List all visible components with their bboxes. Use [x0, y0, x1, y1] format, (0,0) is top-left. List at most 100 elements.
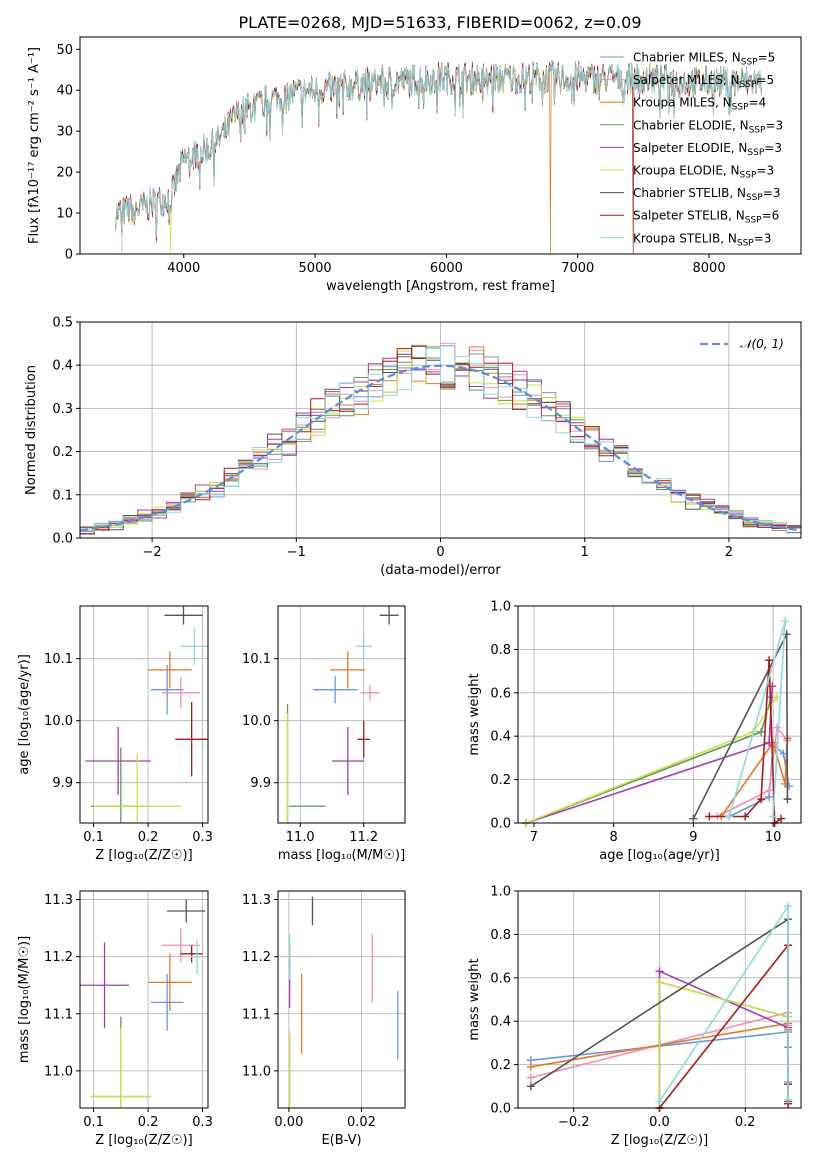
y-tick-label: 10.0: [44, 714, 73, 729]
normal-curve: [80, 364, 801, 532]
x-tick-label: 9: [689, 830, 697, 845]
legend-subscript: SSP: [749, 125, 766, 135]
spectrum-line-2: [115, 62, 762, 254]
weight-marker-8: [784, 1095, 793, 1104]
legend-label-4: Salpeter ELODIE, NSSP=3: [633, 141, 782, 158]
y-axis-label: mass [log₁₀(M/M☉)]: [17, 936, 32, 1063]
legend-text: =6: [762, 209, 780, 223]
y-tick-label: 11.3: [242, 893, 271, 908]
legend-subscript: SSP: [747, 148, 764, 158]
z-weight-panel: −0.2 0.0 0.2 0.0 0.2 0.4 0.6 0.8 1.0 Z [log₁₀(Z/Z…: [467, 885, 802, 1148]
plot-frame: [277, 890, 406, 1109]
mass-age-panel: 11.0 11.2 9.9 10.0 10.1 mass [log₁₀(M/M☉)]: [242, 605, 406, 863]
legend-subscript: SSP: [741, 58, 758, 68]
legend-label-3: Chabrier ELODIE, NSSP=3: [633, 118, 783, 135]
plot-frame: [79, 605, 209, 824]
y-tick-label: 10: [56, 207, 73, 222]
chart-title: PLATE=0268, MJD=51633, FIBERID=0062, z=0…: [238, 13, 641, 32]
plot-frame: [517, 605, 802, 824]
y-tick-label: 0.4: [52, 359, 73, 374]
y-tick-label: 0.8: [490, 643, 511, 658]
y-tick-label: 0.0: [52, 532, 73, 547]
y-tick-label: 0.0: [490, 817, 511, 832]
y-tick-label: 11.1: [242, 1007, 271, 1022]
weight-marker-8: [769, 812, 778, 821]
x-axis-label: Z [log₁₀(Z/Z☉)]: [95, 1133, 192, 1148]
legend-subscript: SSP: [740, 171, 757, 181]
x-tick-label: 0.2: [735, 1115, 756, 1130]
legend-subscript: SSP: [745, 216, 762, 226]
legend-label-5: Kroupa ELODIE, NSSP=3: [633, 164, 774, 181]
y-axis-label: mass weight: [467, 958, 482, 1040]
legend-label-normal: 𝒩(0, 1): [740, 337, 784, 351]
x-tick-label: 8000: [693, 261, 726, 276]
x-tick-label: 0.3: [192, 1115, 213, 1130]
legend-subscript: SSP: [737, 238, 754, 248]
weight-marker-8: [725, 812, 734, 821]
y-tick-label: 0.6: [490, 686, 511, 701]
y-tick-label: 20: [56, 166, 73, 181]
weight-line-8: [728, 620, 786, 817]
y-tick-label: 40: [56, 84, 73, 99]
weight-marker-7: [765, 656, 774, 665]
legend-label-0: Chabrier MILES, NSSP=5: [633, 51, 775, 68]
y-tick-label: 0.3: [52, 402, 73, 417]
x-tick-label: 11.2: [349, 830, 378, 845]
legend-label-8: Kroupa STELIB, NSSP=3: [633, 231, 771, 248]
spectrum-panel: 4000 5000 6000 7000 8000 0 10 20 30 40 50 wavelengt…: [27, 13, 802, 294]
weight-line-3: [658, 981, 789, 1108]
x-tick-label: 2: [725, 545, 733, 560]
y-tick-label: 11.2: [44, 950, 73, 965]
legend-subscript: SSP: [740, 80, 757, 90]
y-tick-label: 11.2: [242, 950, 271, 965]
y-tick-label: 10.0: [242, 714, 271, 729]
legend-text: Chabrier MILES, N: [633, 51, 741, 65]
weight-marker-8: [655, 1097, 664, 1106]
legend-text: =3: [756, 164, 774, 178]
x-tick-label: 4000: [167, 261, 200, 276]
weight-marker-3: [757, 727, 766, 736]
weight-line-2: [720, 738, 789, 817]
x-tick-label: 0.00: [274, 1115, 303, 1130]
x-tick-label: −1: [287, 545, 306, 560]
x-tick-label: 0.3: [192, 830, 213, 845]
legend-subscript: SSP: [732, 103, 749, 113]
weight-marker-6: [689, 814, 698, 823]
x-axis-label: age [log₁₀(age/yr)]: [599, 848, 720, 863]
legend-text: =4: [749, 96, 767, 110]
legend-text: =3: [765, 118, 783, 132]
weight-marker-7: [705, 812, 714, 821]
x-tick-label: 1: [581, 545, 589, 560]
y-tick-label: 30: [56, 125, 73, 140]
y-tick-label: 50: [56, 43, 73, 58]
y-axis-label: age [log₁₀(age/yr)]: [17, 654, 32, 775]
x-tick-label: 0.0: [649, 1115, 670, 1130]
y-tick-label: 0.4: [490, 730, 511, 745]
spectrum-line-1: [115, 60, 762, 254]
ebv-mass-panel: 0.00 0.02 11.0 11.1 11.2 11.3 E(B-V): [242, 890, 406, 1148]
weight-marker-8: [784, 902, 793, 911]
legend-text: Salpeter ELODIE, N: [633, 141, 747, 155]
legend-text: Chabrier STELIB, N: [633, 186, 746, 200]
x-axis-label: wavelength [Angstrom, rest frame]: [326, 279, 555, 294]
x-tick-label: 0.1: [83, 1115, 104, 1130]
weight-marker-7: [757, 795, 766, 804]
weight-marker-2: [526, 1062, 535, 1071]
spectrum-line-5: [115, 61, 762, 254]
legend-text: Kroupa MILES, N: [633, 96, 732, 110]
weight-marker-7: [777, 814, 786, 823]
weight-marker-6: [783, 795, 792, 804]
legend-text: =3: [754, 231, 772, 245]
x-tick-label: 8: [610, 830, 618, 845]
spectrum-line-8: [115, 62, 762, 238]
x-axis-label: Z [log₁₀(Z/Z☉)]: [95, 848, 192, 863]
legend-text: =5: [758, 51, 776, 65]
y-tick-label: 0: [65, 248, 73, 263]
x-tick-label: 10: [765, 830, 782, 845]
plot-frame: [79, 321, 802, 539]
z-age-panel: 0.1 0.2 0.3 9.9 10.0 10.1 Z [log₁₀(Z/Z☉)] age […: [17, 605, 213, 863]
y-axis-label: Flux [fλ10⁻¹⁷ erg cm⁻² s⁻¹ A⁻¹]: [27, 47, 42, 244]
legend-text: Kroupa STELIB, N: [633, 231, 737, 245]
z-mass-panel: 0.1 0.2 0.3 11.0 11.1 11.2 11.3 Z [log₁₀(Z/Z☉)]…: [17, 890, 213, 1148]
